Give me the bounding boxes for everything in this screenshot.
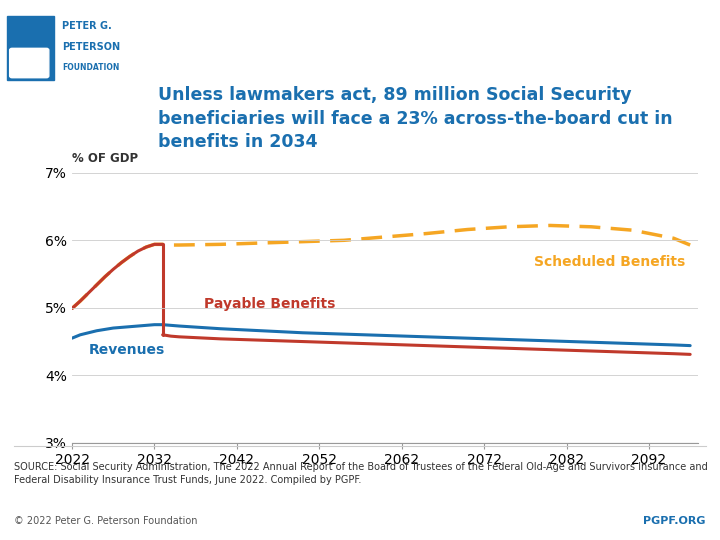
Text: PETER G.: PETER G. [63,21,112,31]
Bar [7,16,54,80]
Text: Unless lawmakers act, 89 million Social Security
beneficiaries will face a 23% a: Unless lawmakers act, 89 million Social … [158,86,673,151]
Text: SOURCE: Social Security Administration, The 2022 Annual Report of the Board of T: SOURCE: Social Security Administration, … [14,462,708,485]
Text: PGPF.ORG: PGPF.ORG [643,516,706,526]
Text: Revenues: Revenues [89,343,165,356]
Text: % OF GDP: % OF GDP [72,152,138,165]
Text: PETERSON: PETERSON [63,42,120,52]
Text: FOUNDATION: FOUNDATION [63,63,120,72]
Text: Payable Benefits: Payable Benefits [204,298,336,312]
Text: Scheduled Benefits: Scheduled Benefits [534,255,685,269]
Text: © 2022 Peter G. Peterson Foundation: © 2022 Peter G. Peterson Foundation [14,516,198,526]
FancyBboxPatch shape [9,48,49,78]
